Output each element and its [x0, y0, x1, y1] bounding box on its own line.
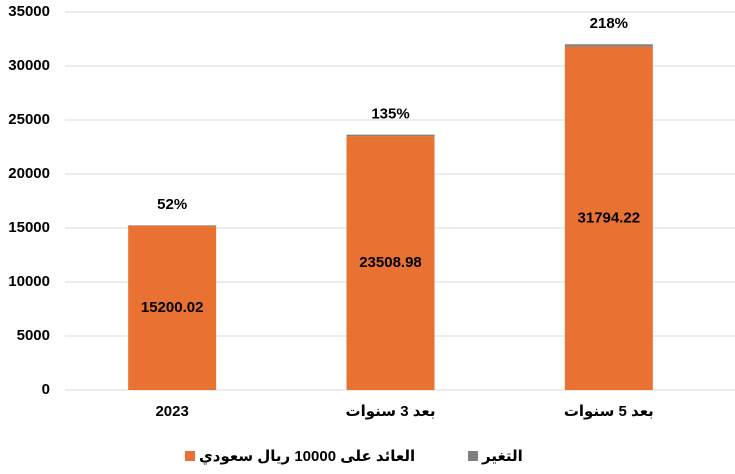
- legend-label: التغير: [481, 448, 523, 465]
- legend-swatch: [468, 451, 478, 461]
- value-label: 15200.02: [141, 299, 204, 316]
- value-label: 218%: [590, 15, 628, 32]
- y-tick-label: 30000: [8, 57, 50, 74]
- y-tick-label: 10000: [8, 273, 50, 290]
- y-tick-label: 35000: [8, 3, 50, 20]
- x-tick-label: بعد 3 سنوات: [346, 403, 436, 420]
- bar-segment: [128, 225, 217, 226]
- bar-segment: [564, 46, 653, 390]
- legend-label: العائد على 10000 ريال سعودي: [199, 448, 415, 466]
- x-tick-label: بعد 5 سنوات: [564, 403, 654, 420]
- y-tick-label: 5000: [17, 327, 50, 344]
- bar-segment: [346, 136, 435, 390]
- x-tick-label: 2023: [155, 403, 188, 420]
- value-label: 52%: [157, 196, 187, 213]
- y-tick-label: 20000: [8, 165, 50, 182]
- value-label: 31794.22: [578, 209, 641, 226]
- y-tick-label: 25000: [8, 111, 50, 128]
- legend-swatch: [185, 451, 195, 461]
- bar-segment: [128, 225, 217, 390]
- bar-segment: [346, 134, 435, 137]
- value-label: 23508.98: [359, 254, 422, 271]
- value-label: 135%: [371, 106, 409, 123]
- y-tick-label: 15000: [8, 219, 50, 236]
- y-tick-label: 0: [42, 381, 50, 398]
- bar-segment: [564, 44, 653, 47]
